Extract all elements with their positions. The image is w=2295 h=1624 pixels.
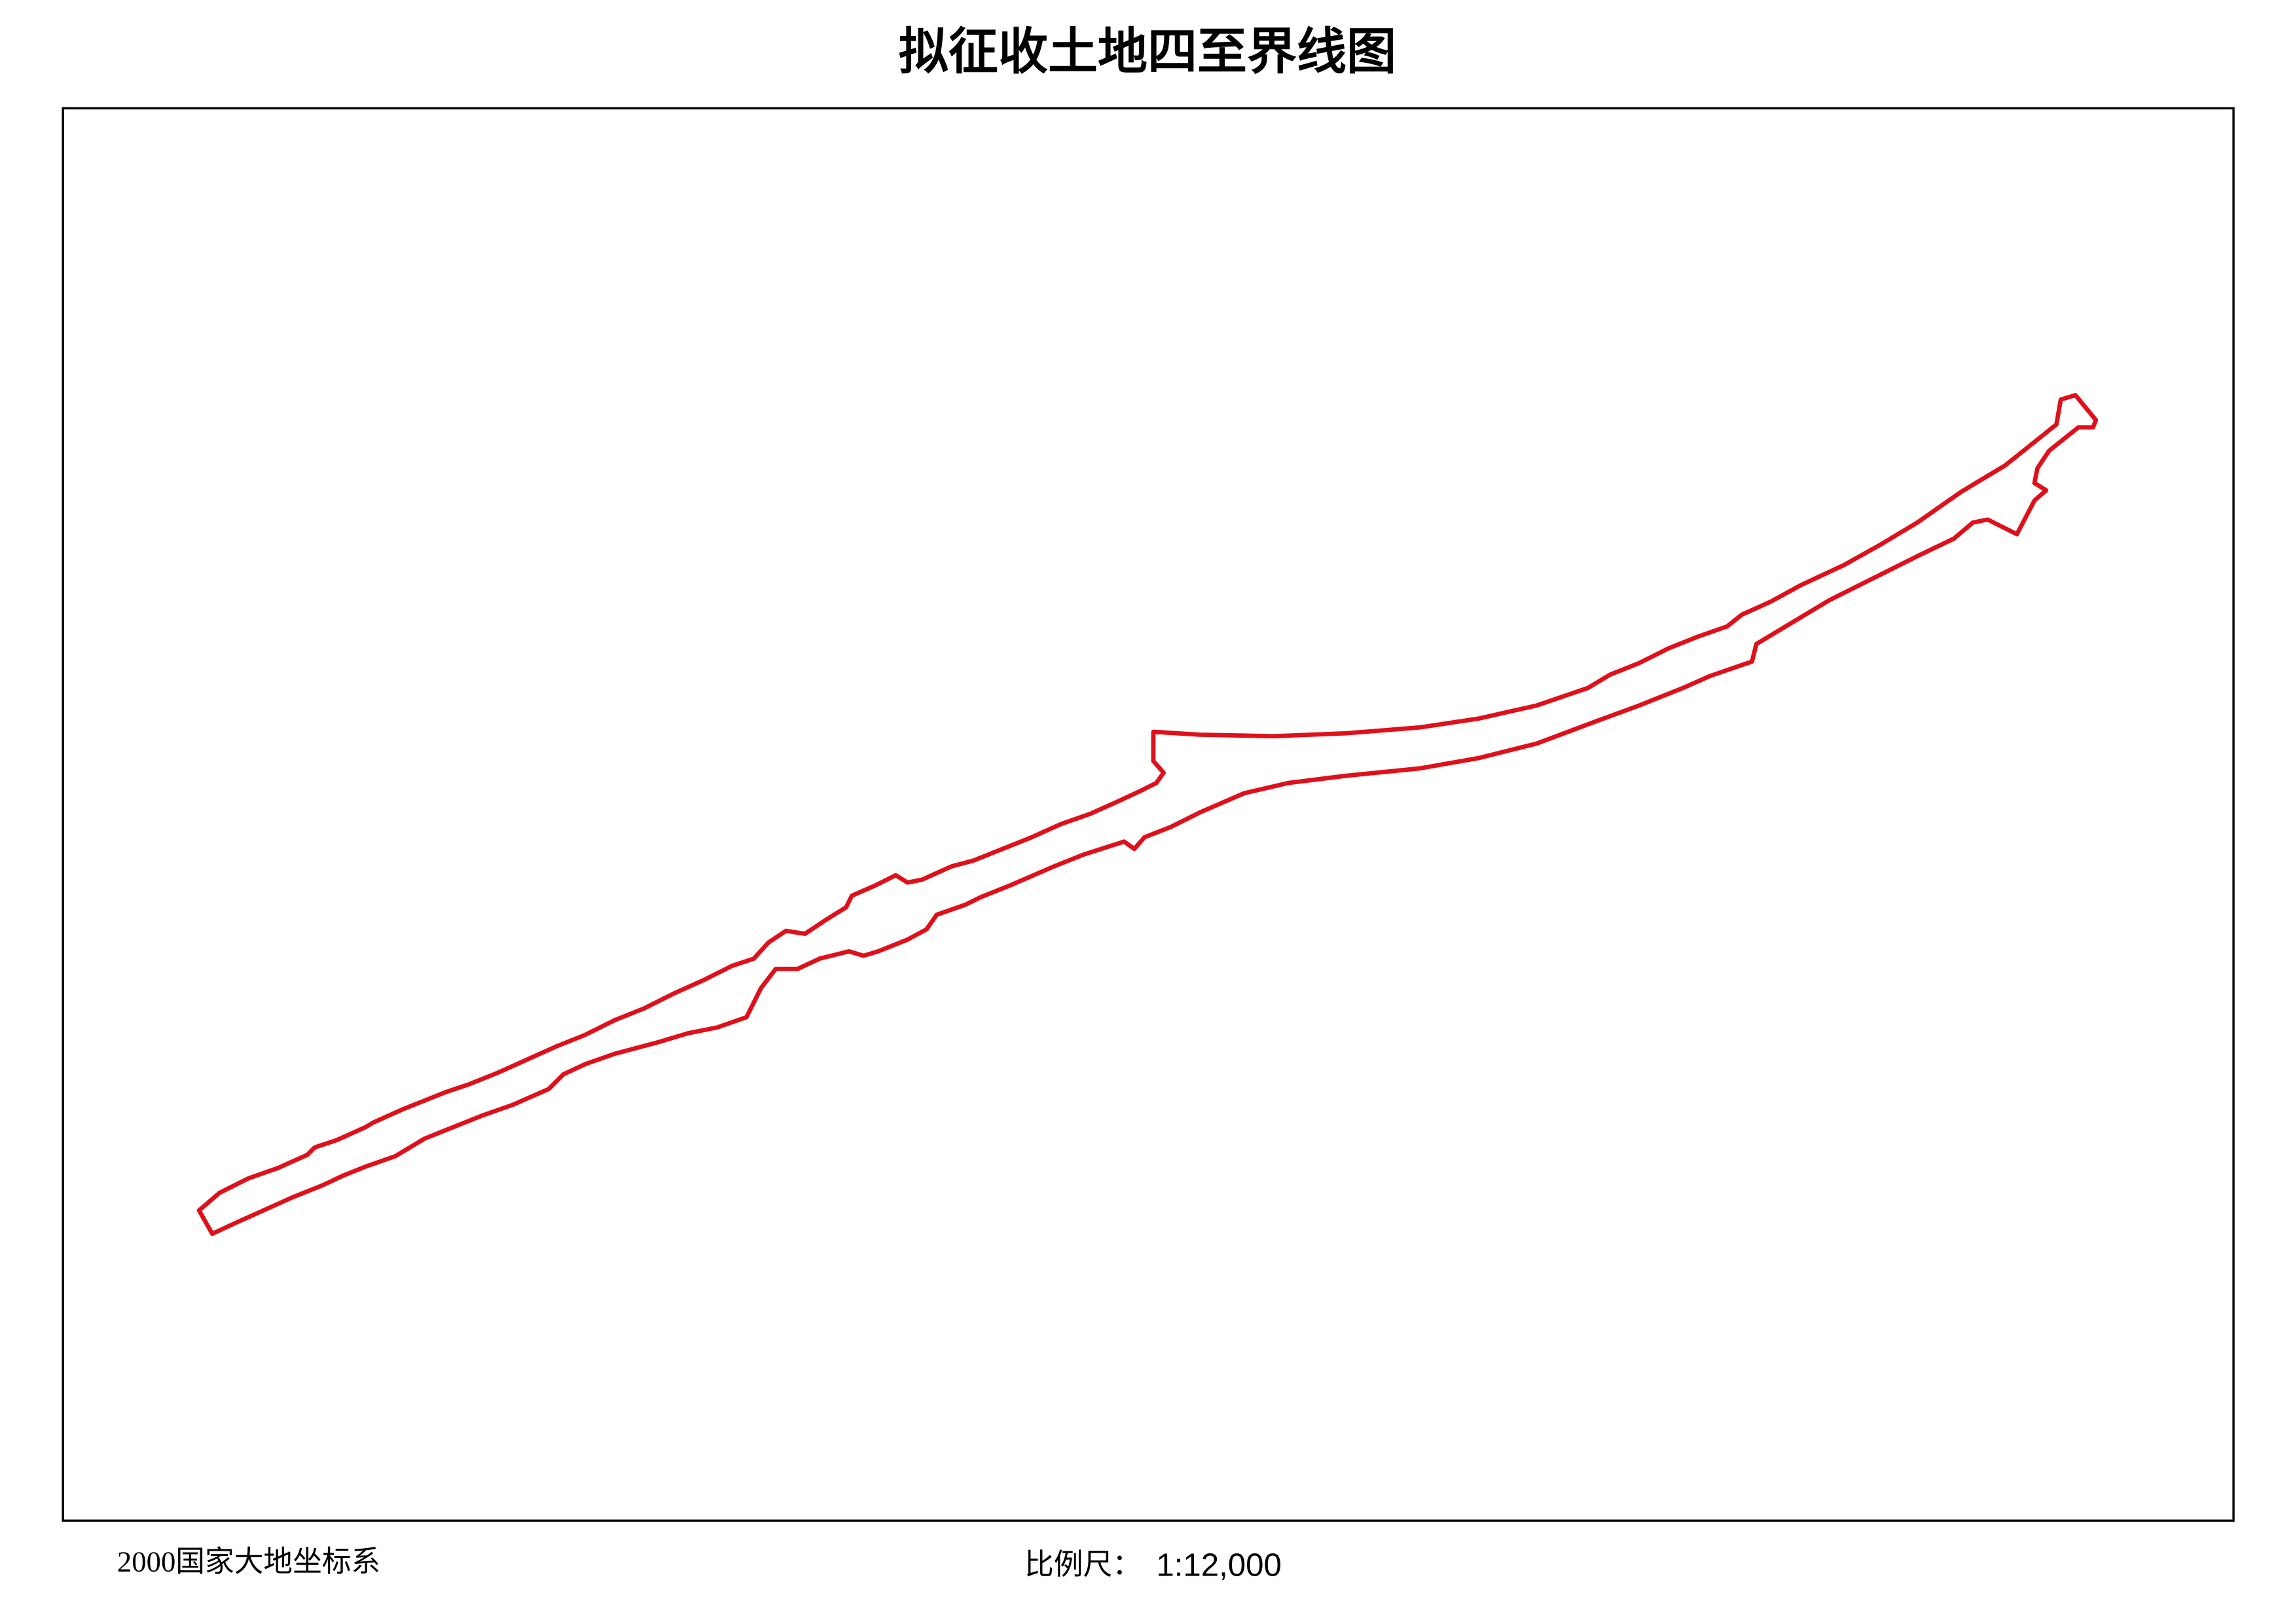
map-title: 拟征收土地四至界线图 [899, 22, 1396, 81]
scale-value: 1:12,000 [1156, 1547, 1281, 1583]
parcel-boundary [196, 393, 2099, 1236]
scale-label: 比例尺： [1024, 1548, 1142, 1581]
map-frame [62, 107, 2235, 1522]
coordinate-system: 2000国家大地坐标系 [117, 1545, 380, 1578]
